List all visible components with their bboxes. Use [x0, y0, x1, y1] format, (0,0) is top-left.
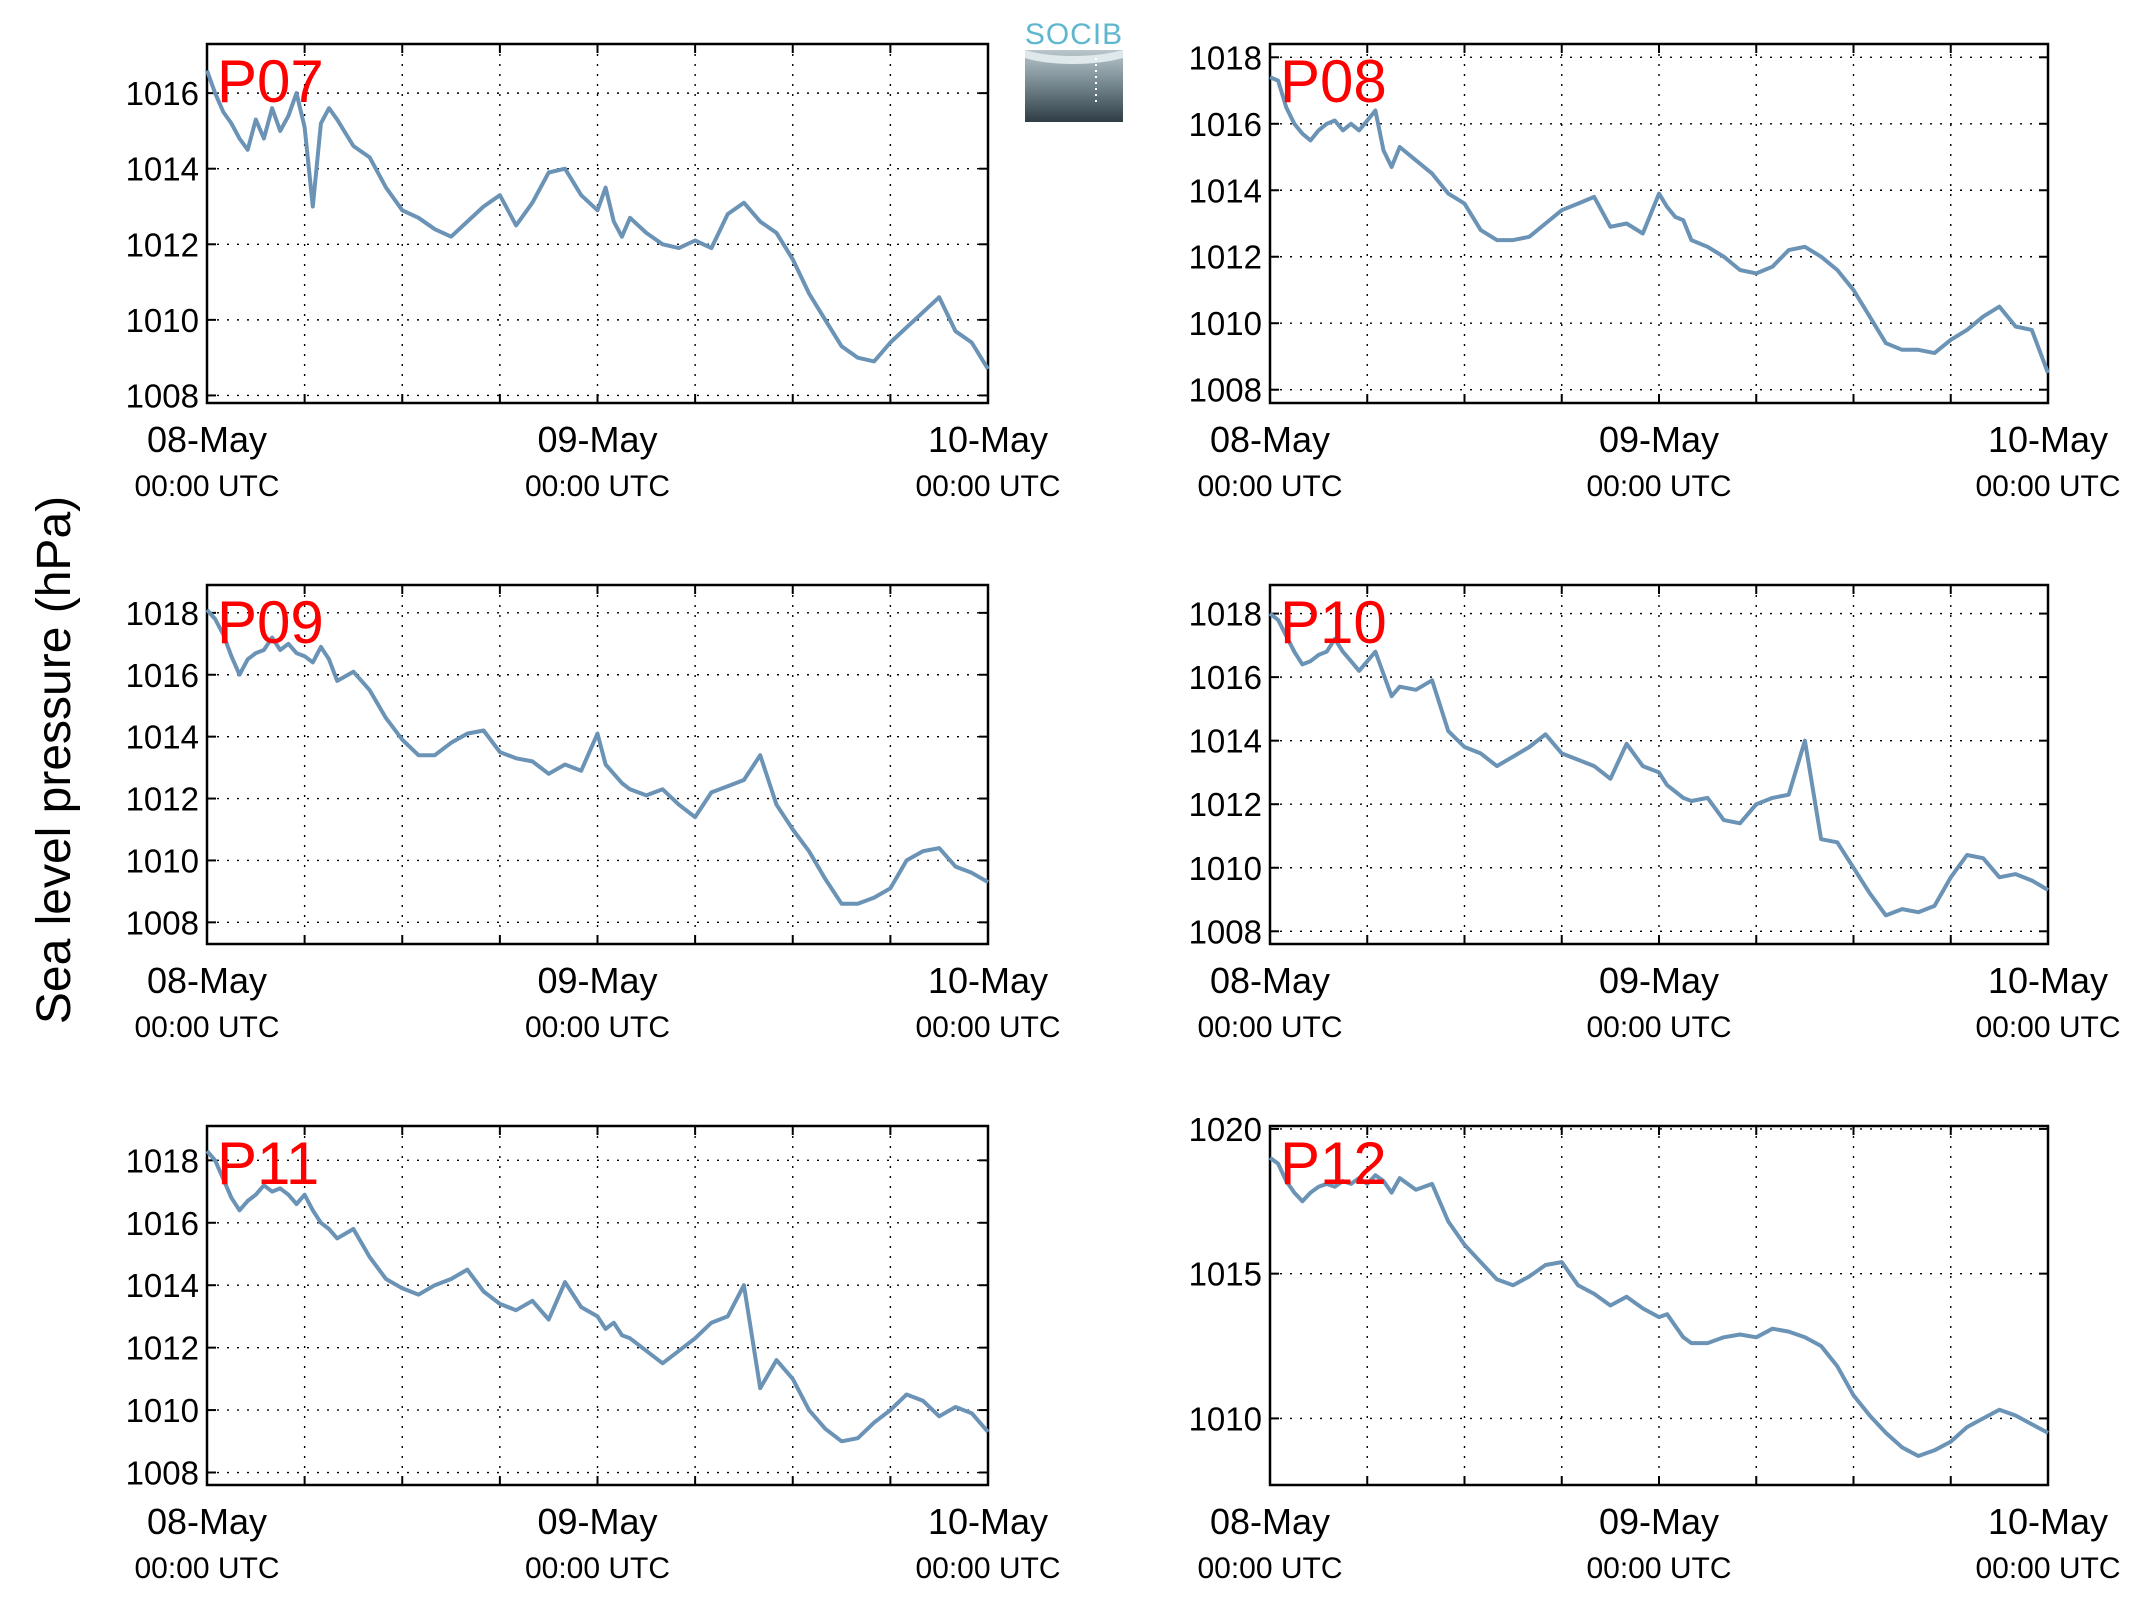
x-tick-label-time: 00:00 UTC — [1975, 1011, 2120, 1044]
y-tick-label: 1008 — [1189, 372, 1262, 409]
panel-title-p12: P12 — [1280, 1130, 1387, 1197]
y-tick-label: 1016 — [126, 657, 199, 694]
x-tick-label-date: 10-May — [1988, 419, 2108, 460]
x-tick-label-date: 09-May — [1599, 419, 1719, 460]
x-tick-label-time: 00:00 UTC — [1975, 470, 2120, 503]
y-tick-label: 1010 — [1189, 305, 1262, 342]
y-tick-label: 1016 — [1189, 106, 1262, 143]
pressure-line-p09 — [205, 608, 989, 906]
x-tick-label-date: 09-May — [537, 960, 657, 1001]
y-tick-label: 1010 — [126, 302, 199, 339]
chart-panels: 1008 1010 1012 1014 1016 08-May 00:00 UTC 09-Ma… — [126, 39, 2121, 1585]
x-tick-label-time: 00:00 UTC — [1586, 1011, 1731, 1044]
plot-area-p08 — [1268, 42, 2050, 405]
panel-p11: 1008 1010 1012 1014 1016 1018 08-May 00:00 UTC 0… — [126, 1124, 1061, 1585]
y-tick-label: 1012 — [1189, 786, 1262, 823]
y-tick-label: 1015 — [1189, 1256, 1262, 1293]
x-tick-label-date: 10-May — [1988, 1501, 2108, 1542]
x-tick-label-date: 09-May — [1599, 1501, 1719, 1542]
pressure-line-p11 — [205, 1149, 990, 1444]
y-tick-label: 1014 — [1189, 172, 1262, 209]
y-tick-label: 1008 — [126, 377, 199, 414]
panel-title-p09: P09 — [217, 589, 324, 656]
pressure-line-p12 — [1268, 1156, 2049, 1458]
socib-logo: SOCIB — [1025, 18, 1123, 122]
x-tick-label-date: 10-May — [928, 1501, 1048, 1542]
y-tick-label: 1018 — [1189, 596, 1262, 633]
panel-title-p08: P08 — [1280, 48, 1387, 115]
x-tick-label-date: 08-May — [1210, 419, 1330, 460]
x-tick-label-date: 09-May — [537, 419, 657, 460]
y-tick-label: 1014 — [1189, 723, 1262, 760]
y-tick-label: 1016 — [126, 1205, 199, 1242]
x-tick-label-date: 08-May — [1210, 1501, 1330, 1542]
y-tick-label: 1014 — [126, 719, 199, 756]
y-tick-label: 1008 — [126, 904, 199, 941]
panel-p09: 1008 1010 1012 1014 1016 1018 08-May 00:00 UTC 0… — [126, 583, 1061, 1044]
y-tick-label: 1014 — [126, 151, 199, 188]
x-tick-label-date: 10-May — [1988, 960, 2108, 1001]
y-tick-label: 1014 — [126, 1267, 199, 1304]
y-tick-label: 1018 — [126, 595, 199, 632]
y-tick-label: 1010 — [1189, 850, 1262, 887]
y-tick-label: 1020 — [1189, 1111, 1262, 1148]
panel-title-p10: P10 — [1280, 589, 1387, 656]
panel-title-p11: P11 — [217, 1130, 319, 1197]
x-tick-label-time: 00:00 UTC — [915, 1552, 1060, 1585]
x-tick-label-time: 00:00 UTC — [1197, 1552, 1342, 1585]
plot-area-p07 — [205, 42, 990, 405]
pressure-line-p08 — [1269, 75, 2050, 374]
panel-p07: 1008 1010 1012 1014 1016 08-May 00:00 UTC 09-Ma… — [126, 42, 1061, 503]
plot-area-p10 — [1268, 583, 2050, 946]
y-tick-label: 1018 — [126, 1142, 199, 1179]
y-tick-label: 1010 — [126, 842, 199, 879]
plot-area-p09 — [205, 583, 990, 946]
x-tick-label-time: 00:00 UTC — [915, 1011, 1060, 1044]
x-tick-label-time: 00:00 UTC — [525, 1552, 670, 1585]
x-tick-label-date: 10-May — [928, 419, 1048, 460]
x-tick-label-time: 00:00 UTC — [134, 1011, 279, 1044]
plot-area-p12 — [1268, 1124, 2050, 1487]
x-tick-label-time: 00:00 UTC — [915, 470, 1060, 503]
logo-wave — [1025, 50, 1123, 64]
y-tick-label: 1010 — [126, 1392, 199, 1429]
x-tick-label-date: 08-May — [147, 1501, 267, 1542]
x-tick-label-date: 08-May — [147, 960, 267, 1001]
x-tick-label-time: 00:00 UTC — [1975, 1552, 2120, 1585]
y-tick-label: 1012 — [126, 226, 199, 263]
y-tick-label: 1012 — [126, 781, 199, 818]
x-tick-label-time: 00:00 UTC — [134, 470, 279, 503]
x-tick-label-time: 00:00 UTC — [525, 1011, 670, 1044]
y-tick-label: 1010 — [1189, 1400, 1262, 1437]
x-tick-label-date: 10-May — [928, 960, 1048, 1001]
y-tick-label: 1018 — [1189, 39, 1262, 76]
plot-area-p11 — [205, 1124, 990, 1487]
x-tick-label-time: 00:00 UTC — [134, 1552, 279, 1585]
x-tick-label-time: 00:00 UTC — [1197, 1011, 1342, 1044]
x-tick-label-time: 00:00 UTC — [1197, 470, 1342, 503]
x-tick-label-date: 08-May — [147, 419, 267, 460]
panel-title-p07: P07 — [217, 48, 324, 115]
x-tick-label-date: 09-May — [537, 1501, 657, 1542]
y-tick-label: 1008 — [126, 1455, 199, 1492]
pressure-line-p10 — [1268, 612, 2050, 918]
x-tick-label-time: 00:00 UTC — [1586, 1552, 1731, 1585]
x-tick-label-time: 00:00 UTC — [525, 470, 670, 503]
y-tick-label: 1016 — [1189, 659, 1262, 696]
panel-p12: 1010 1015 1020 08-May 00:00 UTC 09-May 00:00 U… — [1189, 1111, 2121, 1585]
panel-p08: 1008 1010 1012 1014 1016 1018 08-May 00:00 UTC 0… — [1189, 39, 2121, 503]
x-tick-label-time: 00:00 UTC — [1586, 470, 1731, 503]
y-tick-label: 1008 — [1189, 913, 1262, 950]
y-tick-label: 1012 — [126, 1330, 199, 1367]
x-tick-label-date: 08-May — [1210, 960, 1330, 1001]
panel-p10: 1008 1010 1012 1014 1016 1018 08-May 00:00 UTC 0… — [1189, 583, 2121, 1044]
global-y-axis-label: Sea level pressure (hPa) — [28, 496, 81, 1024]
pressure-line-p07 — [205, 69, 990, 371]
y-tick-label: 1012 — [1189, 239, 1262, 276]
logo-text: SOCIB — [1025, 18, 1123, 51]
y-tick-label: 1016 — [126, 75, 199, 112]
x-tick-label-date: 09-May — [1599, 960, 1719, 1001]
